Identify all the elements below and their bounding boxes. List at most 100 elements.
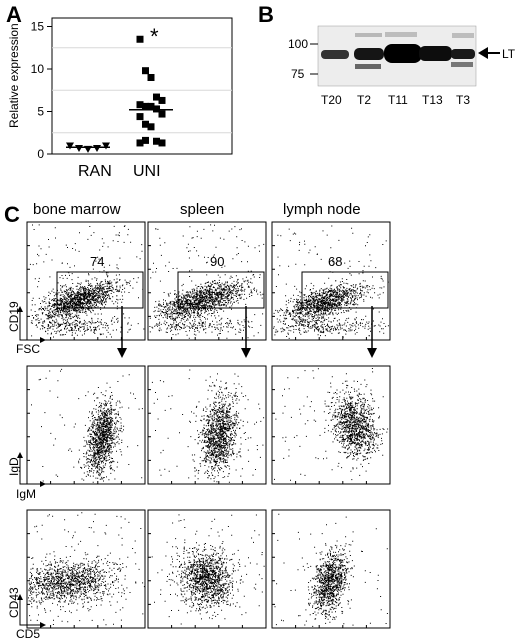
- data-point-uni: [142, 102, 149, 110]
- gate-percent-lymph-node: 68: [328, 254, 342, 269]
- panel-c-label: C: [4, 202, 20, 227]
- data-point-uni: [142, 136, 149, 144]
- plot-ticks: [272, 533, 367, 628]
- mw-marker-75: 75: [291, 67, 305, 81]
- flow-plot-frame-r2-spleen: [147, 365, 267, 485]
- column-header-bone-marrow: bone marrow: [33, 201, 121, 218]
- flow-plot-dots-r1-lymph-node: [273, 225, 389, 339]
- data-point-uni: [147, 102, 155, 110]
- plot-ticks: [272, 389, 367, 484]
- data-point-uni: [158, 110, 166, 118]
- data-point-ran: [75, 145, 83, 153]
- plot-ticks: [27, 533, 122, 628]
- x-axis-label-fsc: FSC: [16, 342, 40, 356]
- category-label-uni: UNI: [133, 163, 161, 180]
- flow-plot-dots-r3-spleen: [151, 514, 265, 625]
- plot-ticks: [148, 533, 243, 628]
- y-tick-label: 5: [37, 105, 44, 119]
- lower-band: [355, 64, 381, 69]
- y-axis-label-igd: IgD: [7, 457, 21, 476]
- y-tick-label: 0: [37, 147, 44, 161]
- mw-marker-100: 100: [288, 37, 308, 51]
- data-point-uni: [158, 139, 166, 147]
- band-t20: [321, 50, 349, 59]
- data-point-uni: [136, 139, 144, 147]
- flow-plot-dots-r1-bone-marrow: [29, 224, 145, 338]
- data-point-uni: [158, 96, 166, 104]
- gate-percent-bone-marrow: 74: [90, 254, 104, 269]
- data-point-ran: [66, 142, 74, 150]
- gate-box-spleen: [177, 271, 265, 309]
- chart-a-frame: [51, 17, 233, 155]
- flow-plot-dots-r3-lymph-node: [274, 513, 388, 627]
- plot-ticks: [272, 245, 367, 340]
- gate-arrows: [117, 306, 377, 358]
- data-point-uni: [136, 113, 144, 121]
- y-axis-label-cd19: CD19: [7, 301, 21, 332]
- data-point-uni: [153, 105, 160, 113]
- row3-axes: CD43 CD5: [7, 587, 46, 641]
- plot-ticks: [148, 245, 243, 340]
- lane-label-t11: T11: [388, 93, 408, 107]
- data-point-ran: [102, 142, 110, 150]
- y-axis-label-cd43: CD43: [7, 587, 21, 618]
- y-axis-label: Relative expression: [7, 23, 21, 128]
- arrow-label: LT: [502, 47, 516, 61]
- faint-band: [385, 32, 417, 37]
- gate-box-lymph-node: [301, 271, 389, 309]
- data-point-uni: [147, 123, 155, 131]
- y-tick-label: 10: [31, 62, 45, 76]
- plot-ticks: [27, 389, 122, 484]
- data-point-ran: [93, 145, 101, 153]
- data-point-uni: [142, 67, 149, 75]
- flow-plot-dots-r3-bone-marrow: [28, 512, 145, 626]
- gate-percent-spleen: 90: [210, 254, 224, 269]
- axis-corner-icon: [19, 312, 40, 341]
- flow-plot-dots-r2-spleen: [151, 369, 265, 483]
- arrow-head-icon: [478, 47, 488, 59]
- axis-arrow-icon: [40, 481, 46, 487]
- column-header-spleen: spleen: [180, 201, 224, 218]
- faint-band: [452, 33, 474, 38]
- gate-box-bone-marrow: [56, 271, 144, 309]
- down-arrow-icon: [241, 348, 251, 358]
- down-arrow-icon: [367, 348, 377, 358]
- flow-plot-frame-r1-lymph-node: [271, 221, 391, 341]
- scatter-chart-a: Relative expression RAN UNI * 0 5 10 15: [7, 17, 233, 180]
- flow-plot-frame-r2-lymph-node: [271, 365, 391, 485]
- data-point-uni: [136, 101, 144, 109]
- flow-plot-frame-r2-bone-marrow: [26, 365, 146, 485]
- plot-ticks: [148, 389, 243, 484]
- lane-label-t20: T20: [321, 93, 342, 107]
- panel-b-label: B: [258, 2, 274, 27]
- column-header-lymph-node: lymph node: [283, 201, 361, 218]
- flow-plot-frame-r3-lymph-node: [271, 509, 391, 629]
- axis-corner-icon: [19, 458, 40, 485]
- axis-arrow-icon: [40, 622, 46, 628]
- flow-plot-dots-r2-bone-marrow: [31, 368, 143, 483]
- category-label-ran: RAN: [78, 163, 112, 180]
- x-axis-label-igm: IgM: [16, 487, 36, 501]
- data-point-uni: [147, 74, 155, 81]
- data-point-uni: [153, 93, 160, 101]
- western-blot: 100 75 T20 T2 T11 T13 T3 LT: [288, 25, 516, 107]
- axis-arrow-icon: [17, 306, 23, 312]
- panel-a-label: A: [6, 2, 22, 27]
- y-tick-label: 15: [31, 20, 45, 34]
- row2-axes: IgD IgM: [7, 452, 46, 501]
- band-t13: [419, 46, 452, 61]
- lane-label-t2: T2: [357, 93, 371, 107]
- band-t2: [354, 48, 384, 60]
- axis-corner-icon: [19, 600, 40, 626]
- lane-label-t3: T3: [456, 93, 470, 107]
- down-arrow-icon: [117, 348, 127, 358]
- band-t3: [451, 49, 475, 59]
- faint-band: [355, 33, 382, 37]
- lane-label-t13: T13: [422, 93, 443, 107]
- band-t11: [384, 44, 422, 63]
- axis-arrow-icon: [40, 337, 46, 343]
- data-point-uni: [136, 35, 144, 43]
- x-axis-label-cd5: CD5: [16, 627, 40, 641]
- flow-cytometry-grid: [26, 221, 391, 629]
